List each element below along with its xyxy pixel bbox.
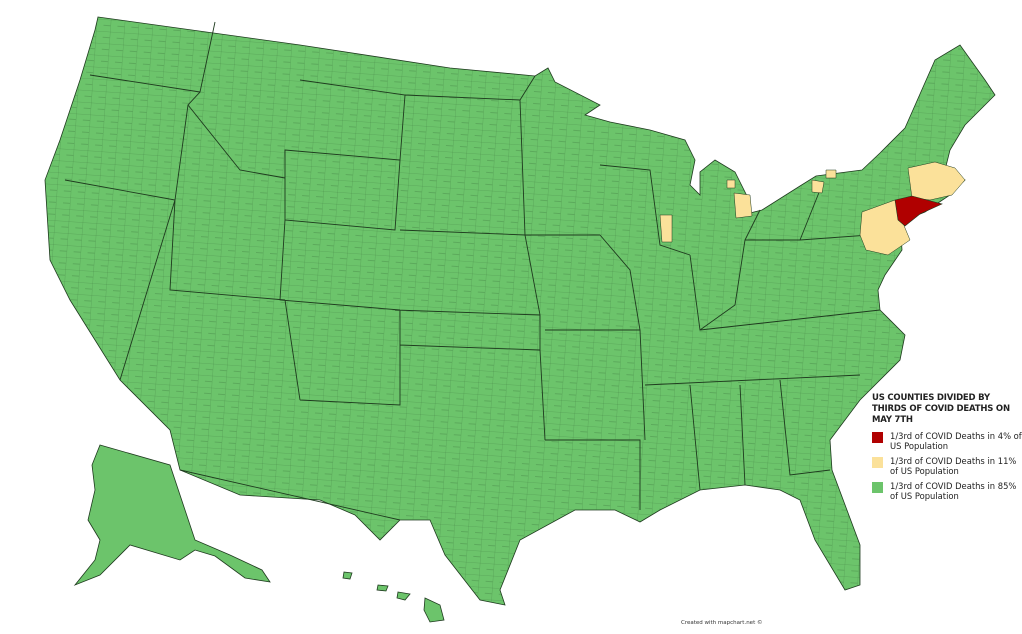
hawaii: [342, 571, 445, 623]
legend-item-yellow: 1/3rd of COVID Deaths in 11% of US Popul…: [872, 456, 1022, 476]
legend-swatch-red: [872, 432, 883, 443]
legend-item-green: 1/3rd of COVID Deaths in 85% of US Popul…: [872, 481, 1022, 501]
legend-title: US COUNTIES DIVIDED BY THIRDS OF COVID D…: [872, 393, 1010, 425]
legend-swatch-green: [872, 482, 883, 493]
credit-text: Created with mapchart.net ©: [681, 620, 763, 626]
legend-item-red: 1/3rd of COVID Deaths in 4% of US Popula…: [872, 431, 1022, 451]
legend-swatch-yellow: [872, 457, 883, 468]
legend-label: 1/3rd of COVID Deaths in 85% of US Popul…: [890, 481, 1017, 501]
map-legend: US COUNTIES DIVIDED BY THIRDS OF COVID D…: [872, 393, 1022, 501]
yellow-counties: [659, 161, 966, 256]
contiguous-us: [44, 16, 996, 606]
legend-label: 1/3rd of COVID Deaths in 11% of US Popul…: [890, 456, 1017, 476]
alaska: [73, 444, 271, 586]
legend-label: 1/3rd of COVID Deaths in 4% of US Popula…: [890, 431, 1022, 451]
red-counties-nyc: [894, 195, 943, 227]
state-borders: [64, 21, 881, 521]
